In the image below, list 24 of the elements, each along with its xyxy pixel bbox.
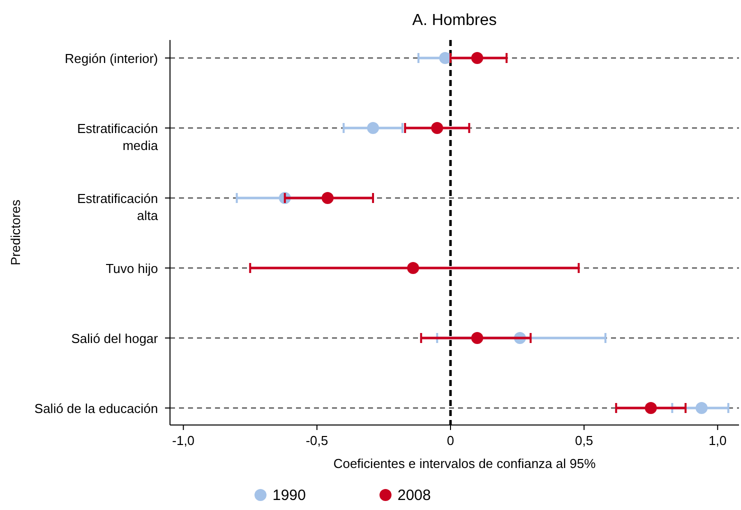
y-tick-label: Salió de la educación [34, 401, 158, 416]
point [322, 192, 334, 204]
point [431, 122, 444, 134]
y-axis-title: Predictores [8, 199, 23, 266]
point [644, 402, 657, 414]
point [367, 122, 380, 134]
point [471, 332, 484, 344]
x-tick-label: -1,0 [172, 433, 195, 448]
x-axis-title: Coeficientes e intervalos de confianza al 95% [333, 456, 596, 471]
point [471, 52, 484, 64]
x-tick-label: 1,0 [708, 433, 727, 448]
point [407, 262, 420, 274]
y-tick-label: Región (interior) [64, 51, 158, 66]
x-tick-label: 0,5 [575, 433, 594, 448]
chart-title: A. Hombres [412, 12, 497, 29]
legend-label: 1990 [272, 487, 306, 504]
legend-label: 2008 [398, 487, 431, 504]
x-tick-label: -0,5 [306, 433, 328, 448]
x-tick-label: 0 [446, 433, 454, 448]
point [696, 402, 708, 414]
y-tick-label: Estratificación alta [77, 191, 159, 223]
y-tick-label: Tuvo hijo [106, 261, 158, 276]
y-tick-label: Salió del hogar [71, 331, 159, 346]
y-tick-label: Estratificación media [77, 121, 159, 153]
